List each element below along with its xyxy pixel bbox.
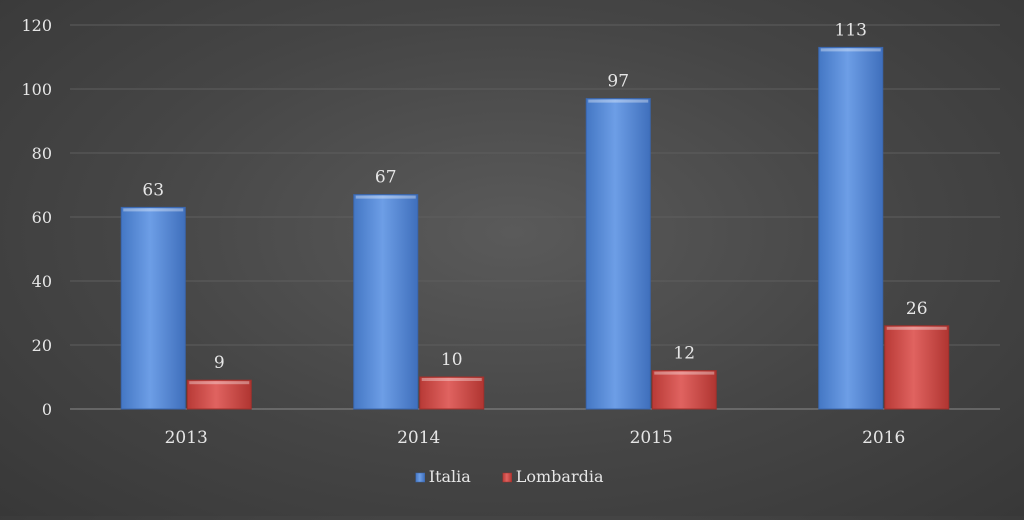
bar-highlight <box>123 208 184 212</box>
y-tick-label: 0 <box>42 400 52 419</box>
x-tick-label: 2016 <box>862 428 905 448</box>
x-tick-label: 2015 <box>630 428 673 448</box>
data-label: 12 <box>673 344 695 364</box>
legend-swatch-italia <box>415 472 425 483</box>
bar-italia-2016 <box>818 46 884 410</box>
bar-highlight <box>355 195 416 199</box>
gridlines <box>70 24 1000 410</box>
y-tick-label: 20 <box>32 336 52 355</box>
bar-lombardia-2014 <box>419 376 485 410</box>
data-label: 67 <box>375 168 397 188</box>
legend-label-italia: Italia <box>429 467 472 486</box>
y-tick-label: 120 <box>21 16 52 35</box>
y-tick-label: 60 <box>32 208 52 227</box>
bar-italia-2013 <box>120 206 186 410</box>
bar-lombardia-2013 <box>186 379 252 410</box>
bar-highlight <box>886 326 947 330</box>
bar-italia-2015 <box>585 98 651 410</box>
bar-lombardia-2016 <box>884 325 950 410</box>
legend-swatch-lombardia <box>502 472 512 483</box>
data-label: 10 <box>441 350 463 370</box>
data-label: 9 <box>214 353 225 373</box>
legend: Italia Lombardia <box>415 467 604 486</box>
data-label: 26 <box>906 299 928 319</box>
legend-label-lombardia: Lombardia <box>516 467 604 486</box>
y-tick-label: 80 <box>32 144 52 163</box>
x-tick-label: 2013 <box>165 428 208 448</box>
bar-italia-2014 <box>353 194 419 410</box>
data-label: 63 <box>142 180 164 200</box>
bar-highlight <box>820 48 881 52</box>
bar-lombardia-2015 <box>651 370 717 410</box>
data-label: 97 <box>607 72 629 92</box>
x-tick-label: 2014 <box>397 428 440 448</box>
y-axis-ticks: 0 20 40 60 80 100 120 <box>21 16 52 419</box>
y-tick-label: 100 <box>21 80 52 99</box>
x-axis-ticks: 2013 2014 2015 2016 <box>165 428 906 448</box>
bar-highlight <box>421 378 482 381</box>
data-labels: 63 9 67 10 97 12 113 26 <box>142 20 927 373</box>
data-label: 113 <box>835 20 867 40</box>
bar-highlight <box>654 371 715 375</box>
bar-highlight <box>189 381 250 385</box>
bars <box>120 46 950 410</box>
bar-highlight <box>588 99 649 103</box>
y-tick-label: 40 <box>32 272 52 291</box>
